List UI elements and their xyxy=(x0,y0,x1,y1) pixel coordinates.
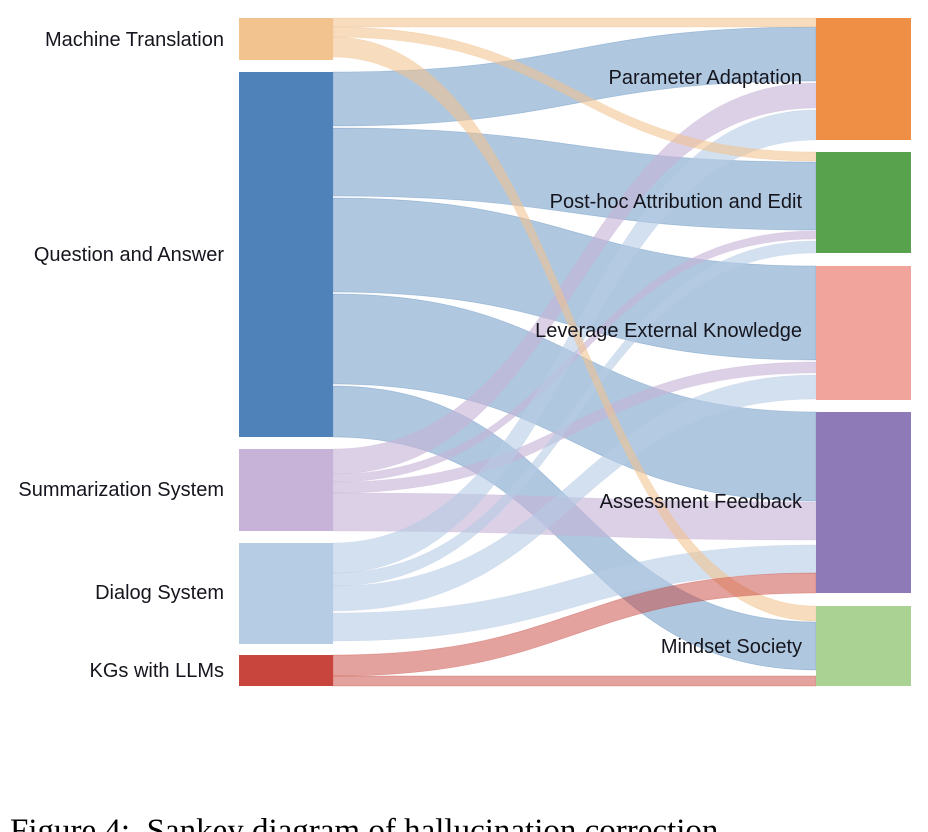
node-summarization-system xyxy=(239,449,333,531)
figure-caption-line-1: Figure 4: Sankey diagram of hallucinatio… xyxy=(10,812,719,832)
node-kgs-with-llms xyxy=(239,655,333,686)
node-question-and-answer xyxy=(239,72,333,437)
label-summarization-system: Summarization System xyxy=(18,479,224,501)
label-question-and-answer: Question and Answer xyxy=(34,244,224,266)
flow-mt-to-pa xyxy=(332,17,817,28)
label-mindset-society: Mindset Society xyxy=(661,636,802,658)
node-assessment-feedback xyxy=(816,412,911,593)
label-assessment-feedback: Assessment Feedback xyxy=(600,491,803,513)
label-post-hoc-attribution-and-edit: Post-hoc Attribution and Edit xyxy=(550,191,803,213)
label-leverage-external-knowledge: Leverage External Knowledge xyxy=(535,320,802,342)
node-leverage-external-knowledge xyxy=(816,266,911,400)
node-mindset-society xyxy=(816,606,911,686)
label-dialog-system: Dialog System xyxy=(95,582,224,604)
node-parameter-adaptation xyxy=(816,18,911,140)
node-post-hoc-attribution-and-edit xyxy=(816,152,911,253)
figure-caption: Figure 4: Sankey diagram of hallucinatio… xyxy=(10,719,918,832)
flow-kg-to-ms xyxy=(332,675,817,687)
label-kgs-with-llms: KGs with LLMs xyxy=(90,660,224,682)
node-machine-translation xyxy=(239,18,333,60)
node-dialog-system xyxy=(239,543,333,644)
sankey-diagram: Machine Translation Question and Answer Su… xyxy=(18,17,911,687)
label-parameter-adaptation: Parameter Adaptation xyxy=(609,67,802,89)
label-machine-translation: Machine Translation xyxy=(45,29,224,51)
